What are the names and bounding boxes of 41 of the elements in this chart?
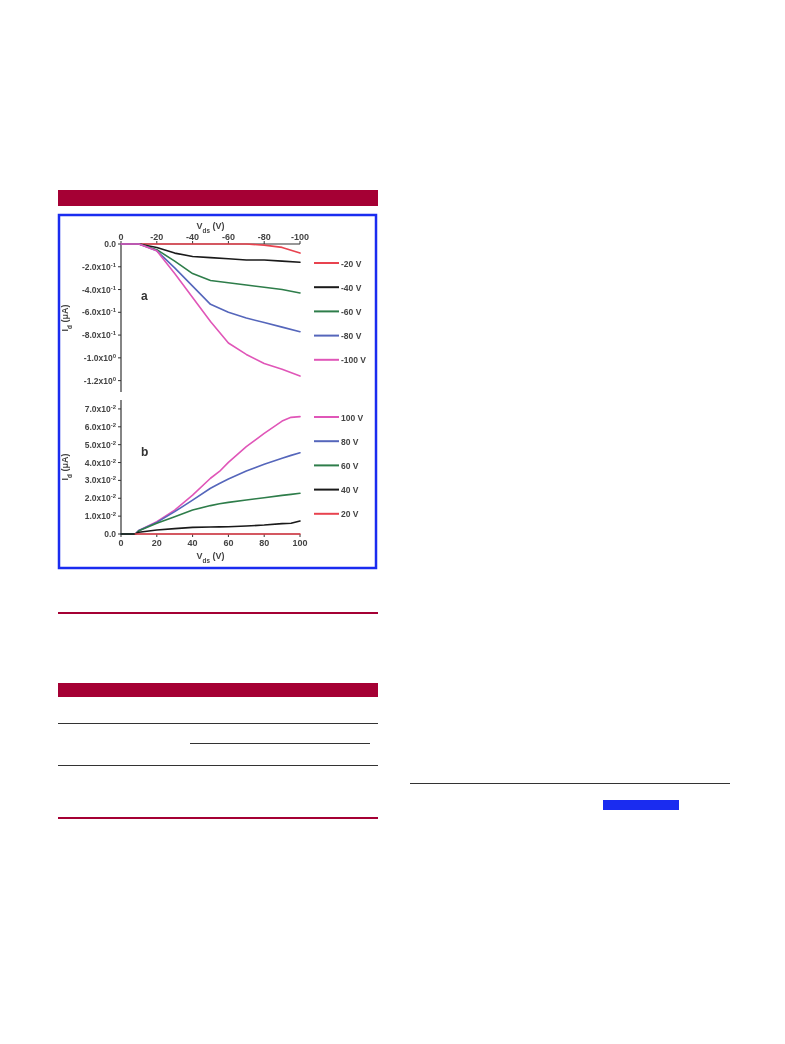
y-tick-label: 2.0x10$^{-2}$ — [84, 493, 117, 504]
y-tick-label: 6.0x10$^{-2}$ — [84, 421, 117, 432]
legend-label: 80 V — [341, 436, 359, 447]
x-tick-label: 0 — [118, 232, 124, 242]
legend-label: 20 V — [341, 509, 359, 520]
legend-label: 60 V — [341, 460, 359, 471]
y-tick-label: 7.0x10$^{-2}$ — [84, 403, 117, 414]
annotation: a — [141, 289, 148, 303]
legend-label: 100 V — [341, 412, 364, 423]
x-tick-label: -20 — [150, 232, 164, 242]
legend-label: 40 V — [341, 485, 359, 496]
y-tick-label: -2.0x10$^{-1}$ — [81, 261, 117, 272]
y-tick-label: 0.0 — [104, 239, 117, 249]
y-tick-label: 1.0x10$^{-2}$ — [84, 511, 117, 522]
x-tick-label: -60 — [221, 232, 235, 242]
y-tick-label: -4.0x10$^{-1}$ — [81, 284, 117, 295]
y-tick-label: 5.0x10$^{-2}$ — [84, 439, 117, 450]
annotation: b — [141, 445, 149, 459]
legend-label: -80 V — [341, 331, 362, 342]
y-tick-label: -8.0x10$^{-1}$ — [81, 330, 117, 341]
x-tick-label: -80 — [257, 232, 271, 242]
x-tick-label: 0 — [118, 538, 124, 548]
x-tick-label: 60 — [223, 538, 234, 548]
legend-label: -60 V — [341, 306, 362, 317]
x-tick-label: 80 — [259, 538, 270, 548]
legend-label: -20 V — [341, 258, 362, 269]
y-tick-label: 4.0x10$^{-2}$ — [84, 457, 117, 468]
x-tick-label: 20 — [151, 538, 162, 548]
x-axis-title: V$_{ds}$ (V) — [196, 551, 225, 564]
y-tick-label: -1.0x10$^{0}$ — [83, 352, 117, 363]
y-tick-label: -6.0x10$^{-1}$ — [81, 307, 117, 318]
x-tick-label: -100 — [290, 232, 310, 242]
x-axis-title: V$_{ds}$ (V) — [196, 221, 225, 234]
y-tick-label: 3.0x10$^{-2}$ — [84, 475, 117, 486]
legend-label: -100 V — [341, 355, 367, 366]
y-tick-label: 0.0 — [104, 529, 117, 539]
y-tick-label: -1.2x10$^{0}$ — [83, 375, 117, 386]
legend-label: -40 V — [341, 282, 362, 293]
x-tick-label: 40 — [187, 538, 198, 548]
x-tick-label: -40 — [186, 232, 200, 242]
x-tick-label: 100 — [292, 538, 308, 548]
